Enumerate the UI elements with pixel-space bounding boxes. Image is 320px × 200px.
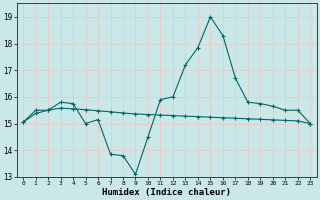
X-axis label: Humidex (Indice chaleur): Humidex (Indice chaleur) <box>102 188 231 197</box>
